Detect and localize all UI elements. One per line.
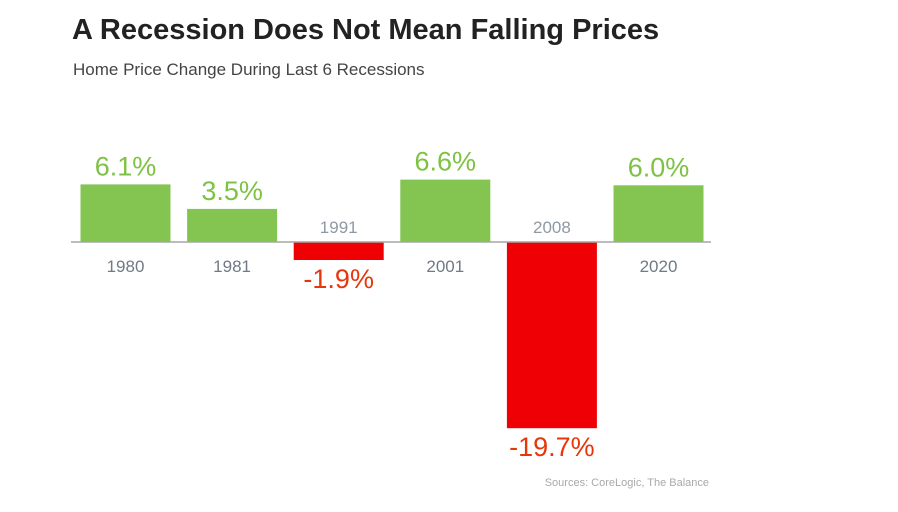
category-label-2020: 2020 — [640, 257, 678, 276]
data-label-1991: -1.9% — [303, 264, 374, 294]
category-label-1991: 1991 — [320, 218, 358, 237]
data-label-2020: 6.0% — [628, 152, 690, 182]
chart-subtitle: Home Price Change During Last 6 Recessio… — [73, 60, 425, 79]
category-label-2008: 2008 — [533, 218, 571, 237]
bar-2020 — [613, 185, 704, 242]
data-label-1980: 6.1% — [95, 151, 157, 181]
bar-2001 — [400, 179, 491, 242]
data-label-1981: 3.5% — [201, 176, 263, 206]
data-label-2008: -19.7% — [509, 432, 595, 462]
bar-1981 — [187, 208, 278, 242]
data-label-2001: 6.6% — [415, 147, 477, 177]
bar-2008 — [506, 242, 597, 429]
bar-1991 — [293, 242, 384, 260]
category-label-2001: 2001 — [426, 257, 464, 276]
category-label-1980: 1980 — [107, 257, 145, 276]
bar-1980 — [80, 184, 171, 242]
category-label-1981: 1981 — [213, 257, 251, 276]
chart-title: A Recession Does Not Mean Falling Prices — [72, 14, 660, 46]
source-note: Sources: CoreLogic, The Balance — [544, 477, 709, 489]
